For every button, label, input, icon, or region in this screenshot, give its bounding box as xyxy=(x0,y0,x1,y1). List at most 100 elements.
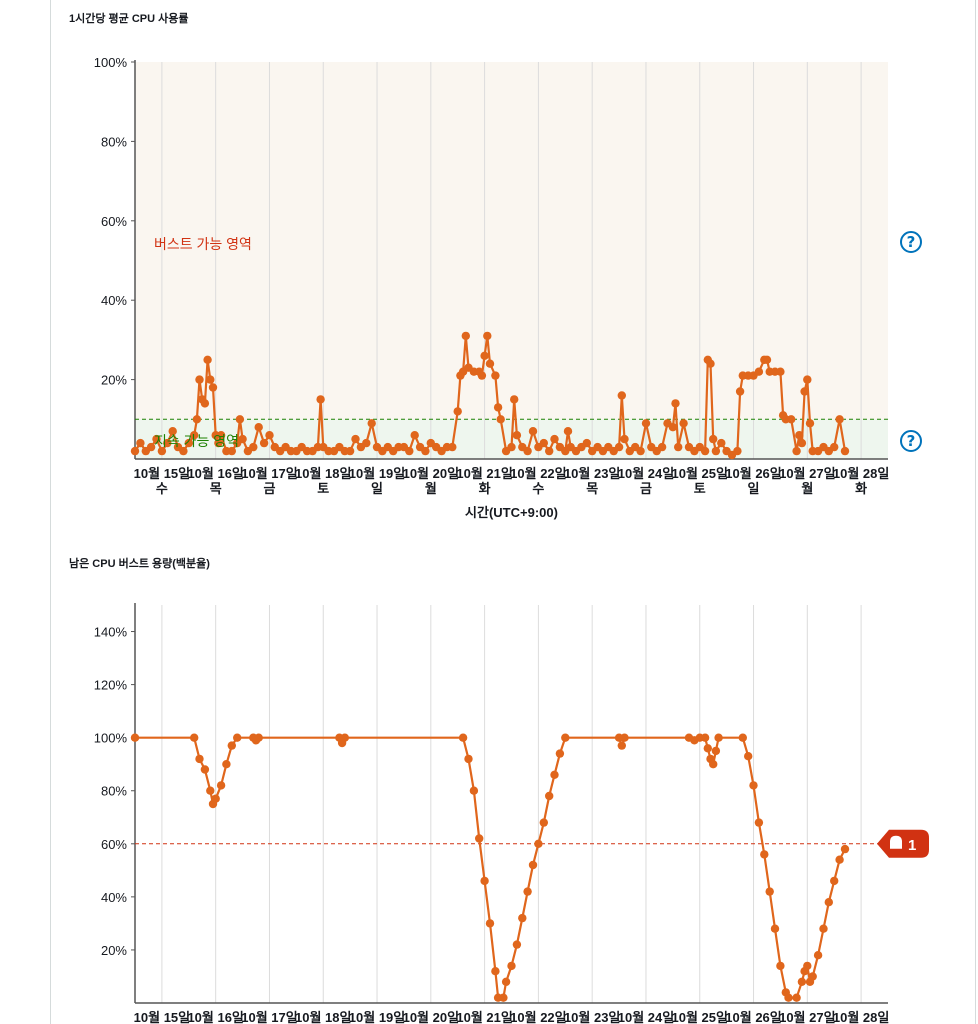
data-point xyxy=(776,961,785,971)
data-point xyxy=(749,781,758,790)
x-tick-label: 10월 24일 xyxy=(618,466,674,481)
data-point xyxy=(700,446,710,456)
data-point xyxy=(754,818,764,827)
data-point xyxy=(735,387,745,396)
data-point xyxy=(709,760,718,769)
data-point xyxy=(453,407,462,416)
data-point xyxy=(206,375,215,384)
x-tick-label: 10월 22일 xyxy=(510,1010,566,1024)
x-tick-label: 10월 17일 xyxy=(241,1010,297,1024)
data-point xyxy=(227,741,236,750)
data-point xyxy=(797,977,807,986)
data-point xyxy=(254,733,263,742)
data-point xyxy=(214,438,223,448)
data-point xyxy=(190,431,199,440)
data-point xyxy=(421,446,430,456)
x-tick-day: 월 xyxy=(425,481,437,496)
data-point xyxy=(830,876,839,886)
y-tick-label: 100% xyxy=(94,55,128,70)
data-point xyxy=(146,442,156,452)
data-point xyxy=(776,367,785,376)
data-point xyxy=(222,760,231,769)
data-point xyxy=(550,434,559,444)
data-point xyxy=(762,355,772,364)
data-point xyxy=(700,733,710,742)
data-point xyxy=(795,431,804,440)
data-point xyxy=(620,434,629,444)
alarm-badge[interactable]: 1 xyxy=(877,829,929,858)
data-point xyxy=(671,399,680,408)
x-tick-day: 목 xyxy=(210,481,222,496)
x-tick-label: 10월 28일 xyxy=(833,466,889,481)
y-tick-label: 120% xyxy=(94,678,128,693)
data-point xyxy=(340,733,349,742)
x-tick-day: 일 xyxy=(371,481,383,496)
data-point xyxy=(674,442,683,452)
data-point xyxy=(617,741,626,750)
data-point xyxy=(405,446,414,456)
data-point xyxy=(190,733,199,742)
data-point xyxy=(797,438,807,448)
data-point xyxy=(130,446,140,456)
data-point xyxy=(206,786,215,795)
data-point xyxy=(510,395,519,404)
data-point xyxy=(550,770,559,779)
x-tick-label: 10월 19일 xyxy=(349,466,405,481)
data-point xyxy=(830,442,839,452)
x-tick-label: 10월 18일 xyxy=(295,1010,351,1024)
data-point xyxy=(545,791,554,801)
data-point xyxy=(787,415,796,424)
data-point xyxy=(528,427,538,436)
y-tick-label: 20% xyxy=(101,373,127,388)
y-tick-label: 40% xyxy=(101,890,127,905)
data-point xyxy=(803,375,812,384)
data-point xyxy=(561,733,570,742)
data-point xyxy=(480,351,489,360)
sustain-zone-help-icon[interactable]: ? xyxy=(900,430,922,452)
data-point xyxy=(157,446,167,456)
data-point xyxy=(617,391,626,400)
y-tick-label: 60% xyxy=(101,214,127,229)
data-point xyxy=(316,395,325,404)
data-point xyxy=(192,415,202,424)
y-tick-label: 80% xyxy=(101,784,127,799)
x-tick-day: 화 xyxy=(479,481,491,496)
y-tick-label: 20% xyxy=(101,943,127,958)
data-point xyxy=(717,438,726,448)
x-tick-label: 10월 27일 xyxy=(779,466,835,481)
data-point xyxy=(136,438,145,448)
data-point xyxy=(507,961,516,971)
data-point xyxy=(410,431,419,440)
data-point xyxy=(711,446,721,456)
data-point xyxy=(491,371,500,380)
data-point xyxy=(641,419,651,428)
data-point xyxy=(636,446,645,456)
data-point xyxy=(835,415,844,424)
x-tick-day: 토 xyxy=(317,481,329,496)
data-point xyxy=(254,423,263,432)
x-tick-label: 10월 25일 xyxy=(672,1010,728,1024)
data-point xyxy=(523,446,532,456)
x-tick-label: 10월 18일 xyxy=(295,466,351,481)
x-axis-label: 시간(UTC+9:00) xyxy=(465,505,558,520)
data-point xyxy=(835,855,844,864)
x-tick-day: 금 xyxy=(640,481,652,496)
data-point xyxy=(216,781,226,790)
data-point xyxy=(362,438,371,448)
y-tick-label: 60% xyxy=(101,837,127,852)
x-tick-label: 10월 24일 xyxy=(618,1010,674,1024)
data-point xyxy=(668,423,678,432)
data-point xyxy=(709,434,718,444)
x-tick-label: 10월 15일 xyxy=(134,466,190,481)
data-point xyxy=(800,387,809,396)
burst-zone-label: 버스트 가능 영역 xyxy=(154,236,252,252)
data-point xyxy=(496,415,505,424)
y-tick-label: 100% xyxy=(94,731,128,746)
burst-zone-help-icon[interactable]: ? xyxy=(900,231,922,253)
data-point xyxy=(792,993,801,1002)
data-point xyxy=(238,434,247,444)
data-point xyxy=(235,415,245,424)
data-point xyxy=(803,961,812,971)
data-point xyxy=(345,446,355,456)
data-point xyxy=(200,765,210,774)
